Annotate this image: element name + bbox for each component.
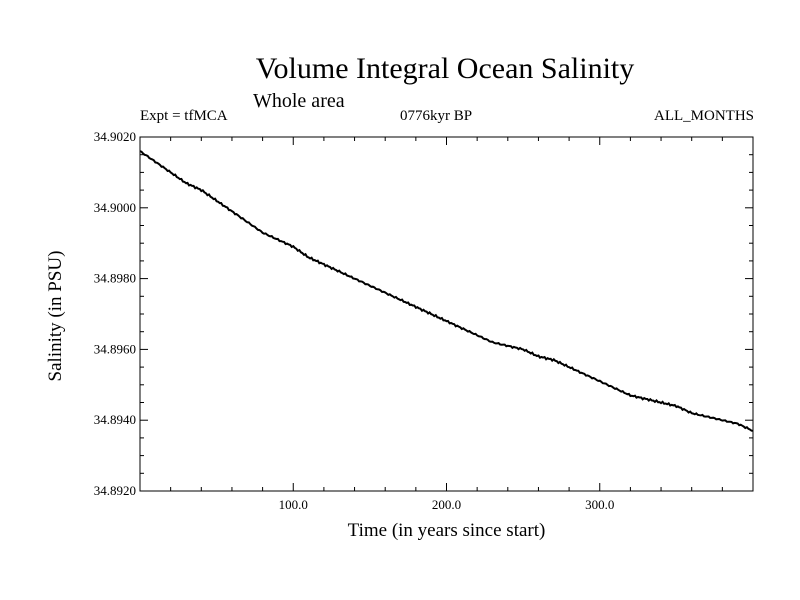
y-axis-label: Salinity (in PSU) [45, 250, 66, 382]
x-axis-label: Time (in years since start) [347, 520, 546, 541]
period-label: 0776kyr BP [400, 108, 473, 124]
plot-frame [139, 136, 754, 492]
y-tick-label: 34.8960 [94, 341, 136, 356]
months-label: ALL_MONTHS [654, 108, 754, 124]
y-axis: 34.8920 34.8940 34.8960 34.8980 34.9000 34.90… [94, 129, 753, 498]
x-axis: 100.0 200.0 300.0 [170, 137, 723, 512]
x-tick-label: 300.0 [585, 497, 614, 512]
y-tick-label: 34.9020 [94, 129, 136, 144]
y-tick-label: 34.8940 [94, 412, 136, 427]
y-tick-label: 34.8980 [94, 271, 136, 286]
y-tick-label: 34.8920 [94, 483, 136, 498]
y-tick-label: 34.9000 [94, 200, 136, 215]
chart-title: Volume Integral Ocean Salinity [255, 52, 635, 85]
experiment-label: Expt = tfMCA [140, 108, 228, 124]
x-tick-label: 100.0 [279, 497, 308, 512]
chart-subtitle: Whole area [253, 90, 345, 112]
series-line [139, 150, 754, 432]
x-tick-label: 200.0 [432, 497, 461, 512]
